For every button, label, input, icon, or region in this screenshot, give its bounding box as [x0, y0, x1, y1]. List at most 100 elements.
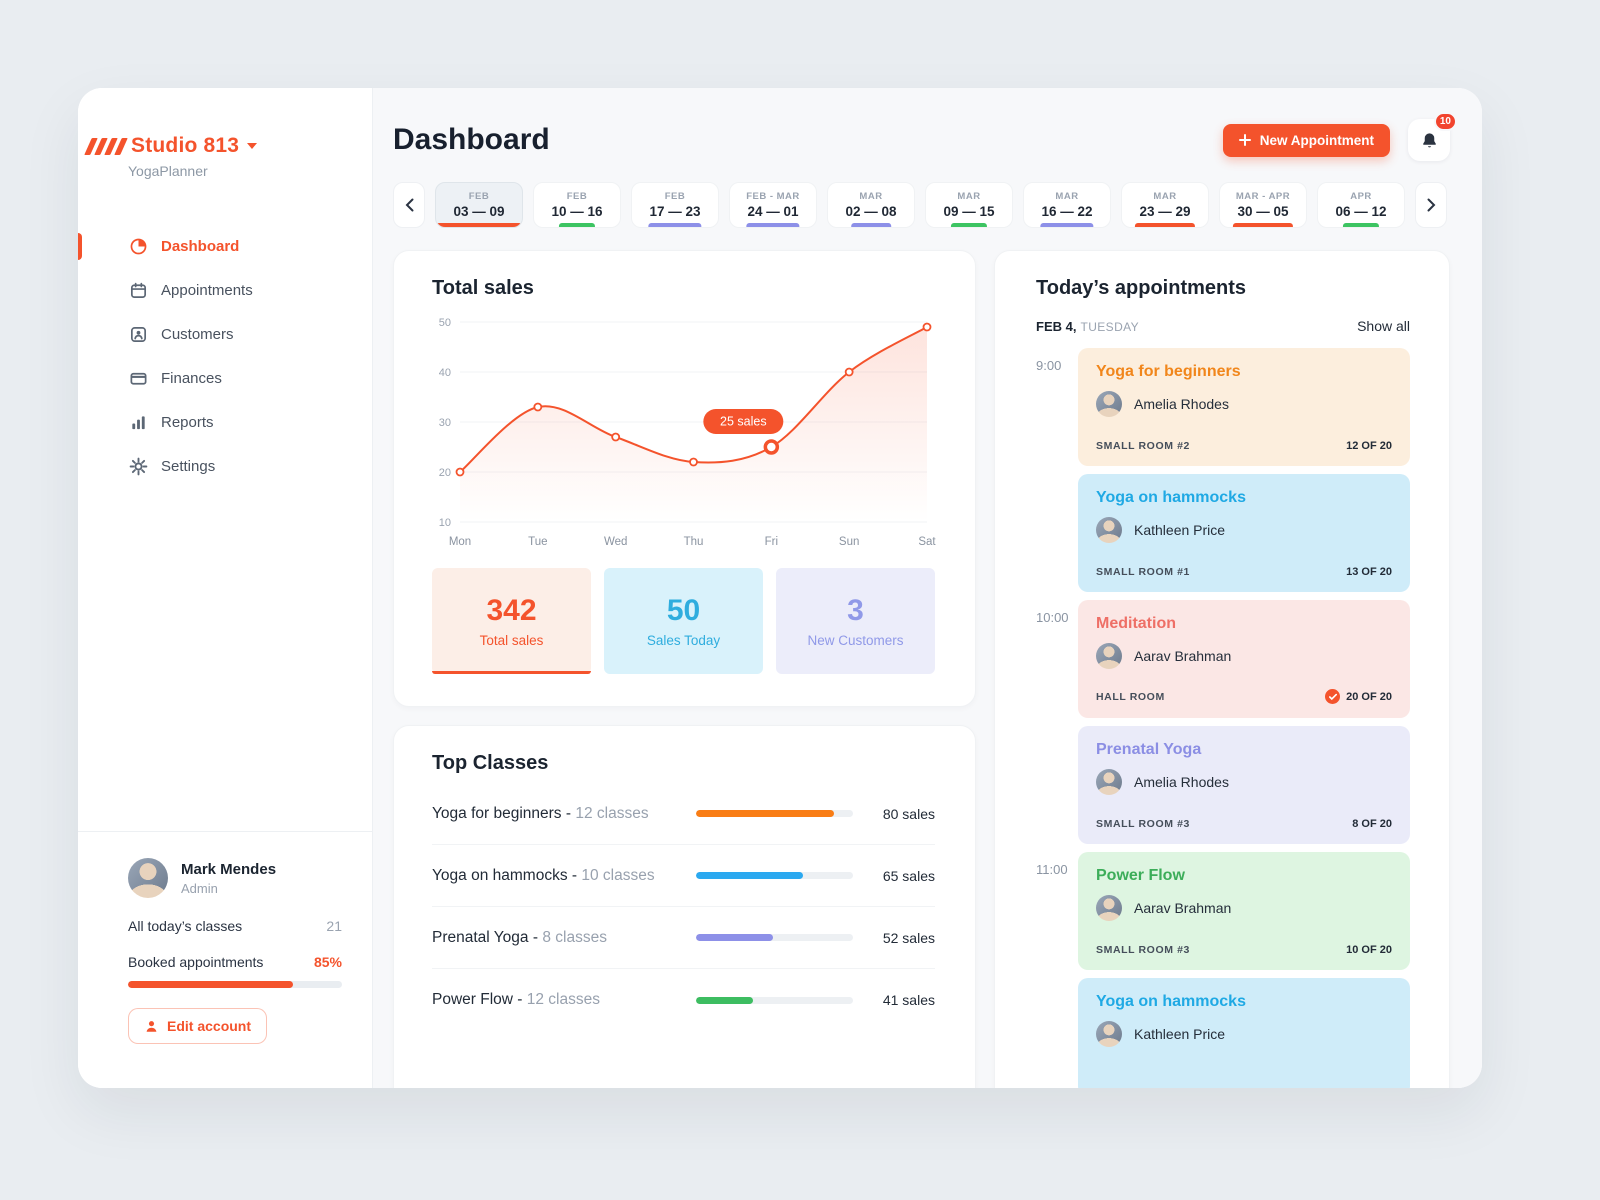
sidebar-item-reports[interactable]: Reports: [78, 405, 372, 440]
sidebar-item-customers[interactable]: Customers: [78, 317, 372, 352]
class-sales-bar: [696, 810, 853, 817]
class-name: Power Flow - 12 classes: [432, 991, 600, 1008]
appointments-timeline: 9:00 Yoga for beginners Amelia Rhodes: [1036, 348, 1410, 1088]
appointment-footer: SMALL ROOM #2 12 OF 20: [1096, 440, 1392, 452]
week-range: 30 — 05: [1237, 204, 1289, 219]
avatar: [1096, 643, 1122, 669]
chevron-down-icon[interactable]: [247, 143, 258, 149]
appointment-room: HALL ROOM: [1096, 690, 1165, 703]
app-subtitle: YogaPlanner: [128, 163, 208, 179]
show-all-link[interactable]: Show all: [1357, 318, 1410, 334]
week-card[interactable]: FEB - MAR 24 — 01: [729, 182, 817, 228]
logo-slashes-icon: [84, 137, 128, 155]
edit-account-button[interactable]: Edit account: [128, 1008, 268, 1044]
appointment-instructor: Kathleen Price: [1096, 1021, 1392, 1047]
week-underline: [746, 223, 800, 227]
sidebar-item-finances[interactable]: Finances: [78, 361, 372, 396]
avatar: [1096, 769, 1122, 795]
profile-name: Mark Mendes: [181, 860, 277, 878]
svg-text:25 sales: 25 sales: [720, 415, 767, 429]
week-month: FEB - MAR: [746, 191, 800, 202]
week-prev-button[interactable]: [393, 182, 425, 228]
top-classes-card: Top Classes Yoga for beginners - 12 clas…: [393, 725, 976, 1088]
class-sales-bar: [696, 934, 853, 941]
appointment-card[interactable]: Yoga on hammocks Kathleen Price SMALL RO…: [1078, 474, 1410, 592]
week-range: 23 — 29: [1139, 204, 1191, 219]
stat-sales-today[interactable]: 50 Sales Today: [604, 568, 763, 674]
sidebar-item-dashboard[interactable]: Dashboard: [78, 229, 372, 264]
appointment-footer: HALL ROOM 20 OF 20: [1096, 689, 1392, 704]
week-range: 02 — 08: [845, 204, 897, 219]
nav-label: Customers: [161, 326, 234, 343]
appointment-title: Meditation: [1096, 615, 1176, 632]
plus-icon: [1238, 134, 1251, 146]
appointment-card[interactable]: Power Flow Aarav Brahman SMALL ROOM #3 1…: [1078, 852, 1410, 970]
week-card[interactable]: APR 06 — 12: [1317, 182, 1405, 228]
week-underline: [1342, 223, 1380, 227]
svg-text:10: 10: [439, 517, 451, 529]
appointment-card[interactable]: Prenatal Yoga Amelia Rhodes SMALL ROOM #…: [1078, 726, 1410, 844]
class-sales-value: 41 sales: [882, 992, 935, 1008]
class-sales-value: 52 sales: [882, 929, 935, 946]
sidebar-item-settings[interactable]: Settings: [78, 449, 372, 484]
person-icon: [144, 1019, 159, 1034]
sidebar-item-appointments[interactable]: Appointments: [78, 273, 372, 308]
week-underline: [558, 223, 596, 227]
week-card[interactable]: FEB 17 — 23: [631, 182, 719, 228]
total-sales-card: Total sales 50 40 30 20 10 Mon Tue Wed Thu Fri Sun…: [393, 250, 976, 707]
total-sales-chart: 50 40 30 20 10 Mon Tue Wed Thu Fri Sun Sat 25 sales: [439, 317, 937, 548]
sidebar: Studio 813 YogaPlanner Dashboard Appoint…: [78, 88, 373, 1088]
week-card[interactable]: MAR - APR 30 — 05: [1219, 182, 1307, 228]
studio-logo[interactable]: Studio 813: [78, 134, 372, 158]
today-classes-value: 21: [326, 918, 342, 934]
profile-role: Admin: [181, 880, 218, 896]
week-month: FEB: [566, 191, 588, 202]
svg-text:Sun: Sun: [839, 536, 859, 548]
new-appointment-button[interactable]: New Appointment: [1222, 123, 1390, 157]
sidebar-nav: Dashboard Appointments Customers Finance…: [78, 229, 372, 484]
week-card[interactable]: FEB 03 — 09: [435, 182, 523, 228]
week-underline: [1134, 223, 1196, 227]
calendar-icon: [129, 281, 148, 300]
sales-stat-row: 342 Total sales 50 Sales Today 3 New Cus…: [432, 568, 935, 674]
profile[interactable]: Mark Mendes Admin: [128, 858, 342, 898]
appointment-card[interactable]: Meditation Aarav Brahman HALL ROOM: [1078, 600, 1410, 718]
stat-value: 342: [486, 594, 537, 627]
stat-total-sales[interactable]: 342 Total sales: [432, 568, 591, 674]
notifications-button[interactable]: 10: [1408, 112, 1457, 161]
stat-label: Total sales: [479, 633, 544, 648]
week-card[interactable]: FEB 10 — 16: [533, 182, 621, 228]
stat-new-customers[interactable]: 3 New Customers: [776, 568, 935, 674]
week-underline: [436, 223, 522, 227]
week-underline: [1040, 223, 1094, 227]
appointments-meta: FEB 4, TUESDAY Show all: [1036, 318, 1410, 334]
class-name: Yoga on hammocks - 10 classes: [432, 866, 655, 884]
topbar-actions: New Appointment 10: [1222, 112, 1457, 161]
week-month: MAR: [1153, 191, 1177, 202]
top-classes-title: Top Classes: [432, 752, 549, 774]
week-range: 16 — 22: [1041, 204, 1093, 219]
week-underline: [851, 223, 891, 227]
appointment-capacity: 12 OF 20: [1346, 440, 1392, 452]
week-card[interactable]: MAR 09 — 15: [925, 182, 1013, 228]
week-card[interactable]: MAR 23 — 29: [1121, 182, 1209, 228]
appointment-card[interactable]: Yoga on hammocks Kathleen Price: [1078, 978, 1410, 1088]
week-card[interactable]: MAR 16 — 22: [1023, 182, 1111, 228]
appointments-date: FEB 4, TUESDAY: [1036, 318, 1140, 334]
appointment-room: SMALL ROOM #2: [1096, 440, 1190, 452]
week-underline: [1232, 223, 1294, 227]
gear-icon: [129, 457, 148, 476]
week-next-button[interactable]: [1415, 182, 1447, 228]
booked-appointments-stat: Booked appointments 85%: [128, 954, 342, 970]
appointment-instructor: Amelia Rhodes: [1096, 769, 1392, 795]
nav-label: Reports: [161, 414, 214, 431]
appointment-instructor: Aarav Brahman: [1096, 895, 1392, 921]
svg-text:Tue: Tue: [528, 536, 547, 548]
time-slot: 10:00 Meditation Aarav Brahman H: [1036, 600, 1410, 844]
new-appointment-label: New Appointment: [1259, 132, 1374, 148]
appointment-card[interactable]: Yoga for beginners Amelia Rhodes SMALL R…: [1078, 348, 1410, 466]
week-card[interactable]: MAR 02 — 08: [827, 182, 915, 228]
appointment-footer: SMALL ROOM #3 10 OF 20: [1096, 944, 1392, 956]
notifications-badge: 10: [1433, 112, 1457, 131]
class-name: Yoga for beginners - 12 classes: [432, 804, 649, 822]
